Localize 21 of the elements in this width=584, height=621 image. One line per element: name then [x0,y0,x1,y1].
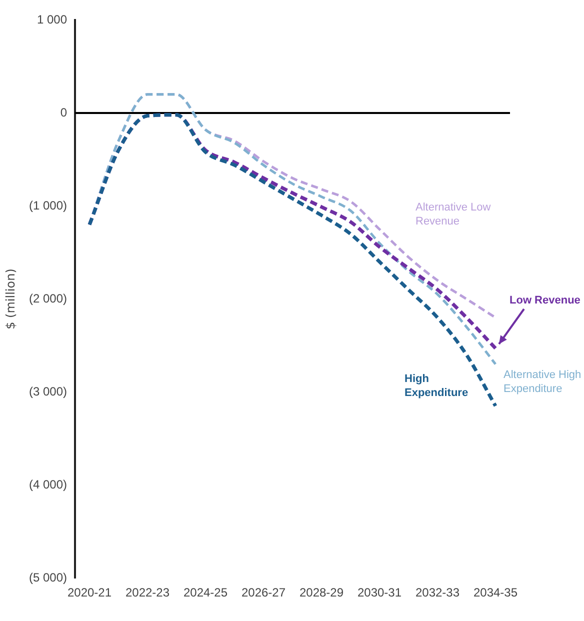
x-tick-label: 2032-33 [415,586,460,600]
x-tick-label: 2024-25 [183,586,228,600]
x-tick-label: 2026-27 [241,586,286,600]
y-tick-label: (5 000) [28,570,67,584]
y-tick-label: (3 000) [28,384,67,398]
x-tick-label: 2034-35 [473,586,518,600]
text: Alternative Low Revenue [416,202,491,228]
series-label: High Expenditure [404,372,468,399]
text: Low Revenue [510,294,580,306]
y-axis-title: $ (million) [3,268,18,330]
y-tick-label: 1 000 [36,12,68,26]
x-tick-label: 2020-21 [67,586,112,600]
series-label: Alternative High Expenditure [504,369,582,396]
x-tick-label: 2030-31 [357,586,402,600]
y-tick-label: (1 000) [28,198,67,212]
y-tick-label: (4 000) [28,477,67,492]
line-series [88,113,498,408]
y-tick-label: 0 [60,105,68,120]
y-tick-label: (2 000) [28,291,67,306]
x-tick-label: 2028-29 [299,586,344,600]
x-tick-label: 2022-23 [125,586,170,600]
